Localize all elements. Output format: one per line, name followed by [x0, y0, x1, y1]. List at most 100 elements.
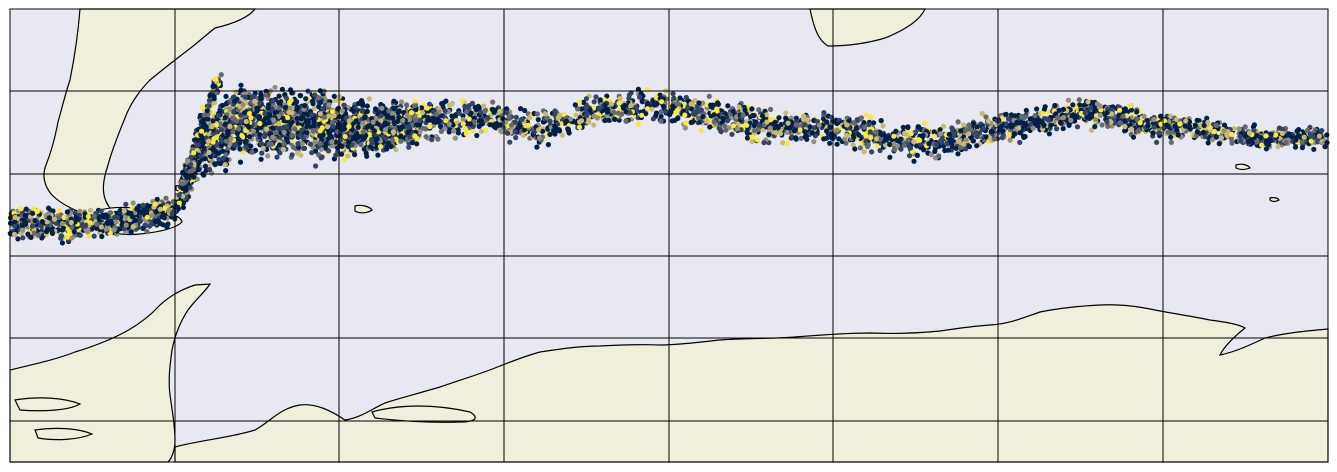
drifter-point: [123, 222, 129, 228]
drifter-point: [270, 125, 276, 131]
drifter-point: [1164, 122, 1170, 128]
drifter-point: [51, 216, 58, 222]
drifter-point: [1130, 134, 1137, 140]
drifter-point: [744, 135, 751, 141]
drifter-point: [232, 98, 238, 104]
drifter-point: [45, 205, 52, 211]
drifter-point: [160, 222, 166, 228]
drifter-point: [443, 118, 449, 124]
drifter-point: [1128, 107, 1134, 113]
drifter-point: [169, 211, 175, 217]
drifter-point: [262, 121, 269, 127]
drifter-point: [944, 141, 950, 147]
drifter-point: [1097, 103, 1103, 109]
drifter-point: [821, 110, 827, 116]
drifter-point: [714, 106, 720, 112]
drifter-point: [621, 105, 627, 111]
drifter-point: [321, 114, 327, 120]
drifter-point: [437, 123, 444, 129]
drifter-point: [324, 124, 331, 130]
drifter-point: [330, 109, 336, 115]
drifter-point: [214, 122, 220, 128]
drifter-point: [163, 195, 169, 201]
drifter-point: [1168, 139, 1174, 145]
south-orkney-land: [1235, 163, 1251, 171]
drifter-point: [398, 99, 405, 105]
drifter-point: [468, 110, 474, 116]
drifter-point: [1245, 138, 1251, 145]
drifter-point: [756, 107, 762, 113]
drifter-point: [352, 152, 358, 158]
drifter-point: [911, 158, 917, 164]
drifter-point: [236, 126, 242, 132]
drifter-point: [55, 215, 62, 221]
drifter-point: [768, 106, 774, 112]
drifter-point: [482, 108, 488, 114]
drifter-point: [906, 153, 913, 159]
drifter-point: [427, 124, 433, 130]
drifter-point: [627, 110, 633, 116]
drifter-point: [405, 129, 411, 135]
drifter-point: [341, 156, 347, 163]
drifter-point: [504, 106, 510, 112]
drifter-point: [216, 156, 222, 162]
drifter-point: [130, 200, 136, 206]
drifter-point: [1158, 113, 1164, 119]
drifter-point: [520, 132, 526, 138]
drifter-point: [958, 128, 964, 134]
drifter-point: [946, 131, 952, 137]
drifter-point: [644, 106, 651, 112]
africa-tip-land: [809, 8, 926, 47]
drifter-point: [77, 208, 83, 214]
drifter-point: [1296, 127, 1302, 133]
drifter-point: [1201, 129, 1207, 136]
drifter-point: [303, 96, 309, 102]
drifter-point: [220, 155, 226, 161]
drifter-point: [650, 98, 656, 104]
antarctica-main-land: [174, 304, 1329, 463]
drifter-point: [310, 101, 316, 107]
drifter-point: [577, 119, 583, 125]
drifter-point: [696, 100, 702, 106]
drifter-point: [420, 110, 426, 116]
drifter-point: [749, 106, 755, 112]
drifter-point: [382, 120, 388, 126]
drifter-point: [259, 150, 265, 156]
drifter-point: [180, 204, 186, 211]
drifter-point: [1236, 126, 1242, 132]
drifter-point: [86, 233, 92, 239]
drifter-point: [87, 207, 94, 213]
drifter-point: [961, 141, 967, 147]
drifter-point: [1065, 97, 1072, 103]
drifter-point: [654, 95, 660, 101]
drifter-point: [1279, 130, 1285, 136]
drifter-point: [1000, 132, 1006, 138]
drifter-point: [1242, 133, 1248, 139]
drifter-point: [777, 130, 784, 137]
drifter-point: [677, 95, 683, 101]
drifter-point: [345, 153, 351, 159]
drifter-point: [364, 124, 370, 130]
drifter-point: [311, 105, 317, 112]
drifter-point: [801, 113, 807, 119]
drifter-point: [18, 206, 24, 212]
drifter-point: [579, 106, 585, 112]
drifter-point: [361, 135, 368, 141]
drifter-point: [711, 112, 717, 118]
drifter-point: [811, 125, 817, 131]
drifter-point: [505, 130, 511, 136]
drifter-point: [202, 163, 208, 169]
drifter-point: [277, 150, 283, 156]
drifter-point: [1221, 122, 1228, 128]
drifter-point: [1151, 124, 1157, 130]
drifter-point: [593, 94, 599, 100]
drifter-point: [408, 110, 415, 116]
drifter-point: [951, 131, 957, 137]
drifter-point: [863, 112, 869, 118]
drifter-point: [1324, 132, 1330, 138]
drifter-point: [539, 128, 546, 134]
drifter-point: [497, 108, 503, 115]
drifter-point: [1030, 125, 1036, 131]
drifter-point: [871, 120, 877, 126]
drifter-point: [262, 132, 268, 138]
